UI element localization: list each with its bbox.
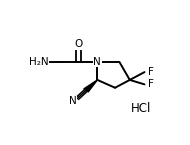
Text: HCl: HCl [131,103,152,115]
Text: H₂N: H₂N [29,57,48,67]
Text: F: F [148,79,154,89]
Text: N: N [93,57,101,67]
Text: O: O [74,39,82,49]
Text: N: N [69,96,77,106]
Text: F: F [148,67,154,77]
Polygon shape [84,80,97,92]
